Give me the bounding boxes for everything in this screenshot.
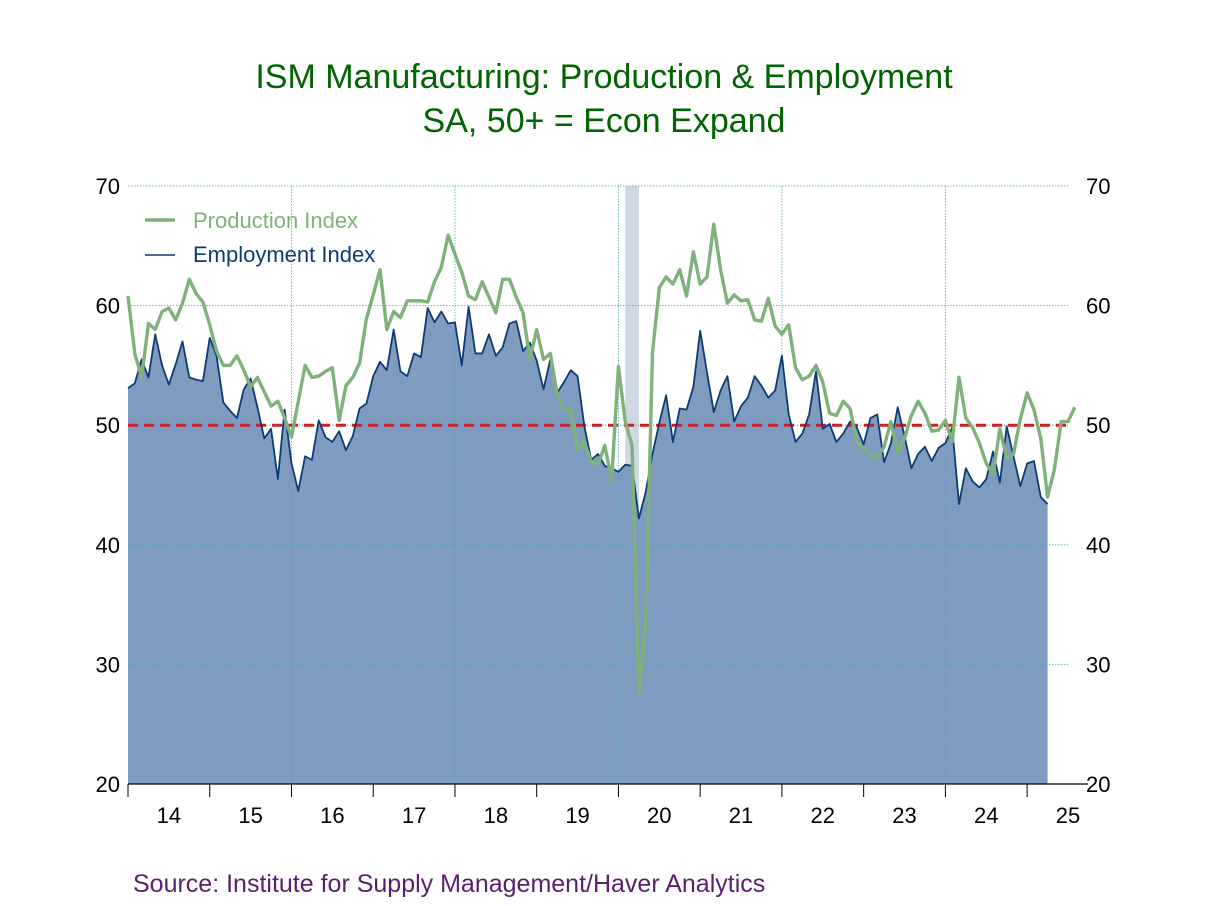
series-line-layer [126, 222, 1077, 696]
y-tick-label-right: 70 [1086, 174, 1110, 199]
y-tick-label-right: 50 [1086, 413, 1110, 438]
x-tick-label: 25 [1056, 803, 1080, 828]
x-tick-label: 14 [157, 803, 181, 828]
x-tick-label: 23 [892, 803, 916, 828]
y-tick-label-right: 60 [1086, 294, 1110, 319]
x-tick-label: 21 [729, 803, 753, 828]
x-tick-label: 17 [402, 803, 426, 828]
legend: Production Index Employment Index [145, 208, 375, 267]
y-tick-label-right: 30 [1086, 652, 1110, 677]
y-tick-label-right: 40 [1086, 533, 1110, 558]
y-tick-label-left: 20 [96, 772, 120, 797]
grid-layer [128, 185, 1068, 785]
employment-area [128, 306, 1048, 784]
chart-title: ISM Manufacturing: Production & Employme… [255, 58, 953, 96]
x-tick-label: 22 [811, 803, 835, 828]
legend-label-production: Production Index [193, 208, 358, 233]
employment-index-line [127, 305, 1049, 520]
y-tick-label-left: 60 [96, 294, 120, 319]
y-tick-label-left: 50 [96, 413, 120, 438]
x-tick-label: 20 [647, 803, 671, 828]
axis-layer: 20 20 30 30 40 40 50 50 60 60 70 70 14 15 16 17 18 19 20 21… [96, 174, 1111, 828]
x-tick-label: 19 [565, 803, 589, 828]
x-tick-label: 16 [320, 803, 344, 828]
y-tick-label-right: 20 [1086, 772, 1110, 797]
x-tick-label: 15 [238, 803, 262, 828]
source-note: Source: Institute for Supply Management/… [133, 870, 766, 898]
y-tick-label-left: 30 [96, 652, 120, 677]
x-tick-label: 24 [974, 803, 998, 828]
chart-subtitle: SA, 50+ = Econ Expand [422, 102, 786, 140]
legend-label-employment: Employment Index [193, 242, 375, 267]
y-tick-label-left: 70 [96, 174, 120, 199]
x-tick-label: 18 [484, 803, 508, 828]
y-tick-label-left: 40 [96, 533, 120, 558]
production-index-line [126, 222, 1077, 696]
employment-area-layer [128, 306, 1048, 784]
